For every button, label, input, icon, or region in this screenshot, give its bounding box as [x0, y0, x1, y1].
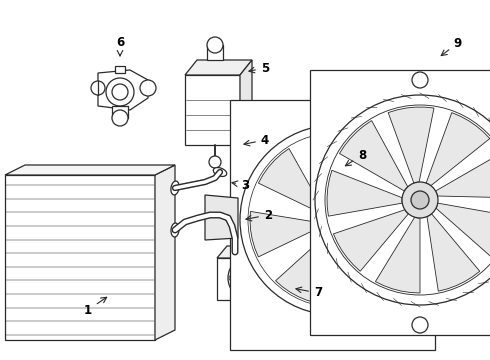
Circle shape: [240, 125, 430, 315]
Polygon shape: [115, 66, 125, 73]
Circle shape: [209, 156, 221, 168]
Text: 9: 9: [441, 36, 462, 55]
Ellipse shape: [171, 223, 179, 237]
Text: 4: 4: [244, 134, 269, 147]
Circle shape: [228, 256, 272, 300]
Circle shape: [256, 291, 262, 297]
Circle shape: [112, 110, 128, 126]
Circle shape: [243, 271, 257, 285]
Circle shape: [91, 81, 105, 95]
Text: 2: 2: [246, 208, 272, 221]
Text: 1: 1: [84, 297, 107, 316]
Circle shape: [411, 191, 429, 209]
Circle shape: [315, 200, 355, 240]
Text: 3: 3: [232, 179, 249, 192]
Polygon shape: [436, 153, 490, 198]
Circle shape: [220, 208, 240, 228]
Polygon shape: [375, 217, 420, 293]
Polygon shape: [112, 106, 128, 118]
Polygon shape: [316, 135, 362, 201]
Ellipse shape: [231, 245, 239, 259]
Circle shape: [402, 182, 438, 218]
Text: 5: 5: [249, 62, 269, 75]
Polygon shape: [217, 258, 283, 300]
Circle shape: [325, 105, 490, 295]
Circle shape: [412, 72, 428, 88]
Ellipse shape: [213, 167, 227, 176]
Circle shape: [207, 37, 223, 53]
Polygon shape: [185, 60, 252, 75]
Polygon shape: [258, 149, 321, 211]
Polygon shape: [5, 175, 155, 340]
Polygon shape: [250, 211, 317, 257]
Circle shape: [236, 264, 264, 292]
Text: 7: 7: [296, 287, 322, 300]
Polygon shape: [98, 70, 148, 110]
Text: 8: 8: [345, 149, 366, 166]
Polygon shape: [327, 170, 402, 216]
Polygon shape: [310, 70, 490, 335]
Polygon shape: [354, 220, 420, 265]
Circle shape: [238, 291, 244, 297]
Polygon shape: [432, 190, 465, 250]
Circle shape: [277, 280, 289, 292]
Polygon shape: [333, 210, 409, 271]
Polygon shape: [436, 203, 490, 258]
Polygon shape: [5, 165, 175, 175]
Polygon shape: [207, 45, 223, 60]
Polygon shape: [342, 236, 388, 304]
Polygon shape: [230, 100, 435, 350]
Polygon shape: [340, 121, 408, 191]
Polygon shape: [388, 107, 434, 183]
Polygon shape: [347, 154, 415, 210]
Polygon shape: [155, 165, 175, 340]
Polygon shape: [427, 214, 480, 291]
Polygon shape: [217, 246, 293, 258]
Text: 6: 6: [116, 36, 124, 56]
Circle shape: [275, 262, 291, 278]
Polygon shape: [185, 75, 240, 145]
Polygon shape: [426, 113, 490, 186]
Polygon shape: [240, 60, 252, 145]
Circle shape: [248, 133, 422, 307]
Circle shape: [112, 84, 128, 100]
Circle shape: [315, 95, 490, 305]
Circle shape: [265, 275, 271, 281]
Circle shape: [412, 317, 428, 333]
Polygon shape: [283, 246, 293, 300]
Circle shape: [325, 210, 345, 230]
Circle shape: [256, 260, 262, 265]
Polygon shape: [275, 237, 331, 303]
Circle shape: [238, 260, 244, 265]
Circle shape: [229, 275, 235, 281]
Circle shape: [106, 78, 134, 106]
Ellipse shape: [171, 181, 179, 195]
Circle shape: [140, 80, 156, 96]
Polygon shape: [205, 195, 238, 240]
